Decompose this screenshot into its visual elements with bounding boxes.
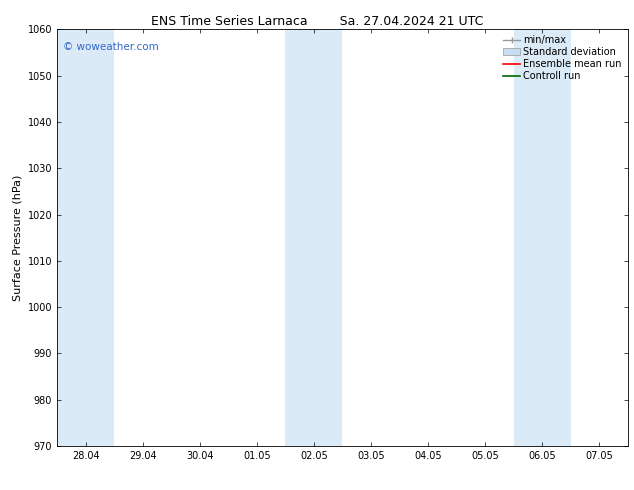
Bar: [57, 29, 114, 446]
Text: © woweather.com: © woweather.com: [63, 42, 158, 52]
Legend: min/max, Standard deviation, Ensemble mean run, Controll run: min/max, Standard deviation, Ensemble me…: [499, 31, 626, 85]
Bar: [285, 29, 342, 446]
Text: ENS Time Series Larnaca        Sa. 27.04.2024 21 UTC: ENS Time Series Larnaca Sa. 27.04.2024 2…: [151, 15, 483, 28]
Bar: [514, 29, 571, 446]
Y-axis label: Surface Pressure (hPa): Surface Pressure (hPa): [12, 174, 22, 301]
